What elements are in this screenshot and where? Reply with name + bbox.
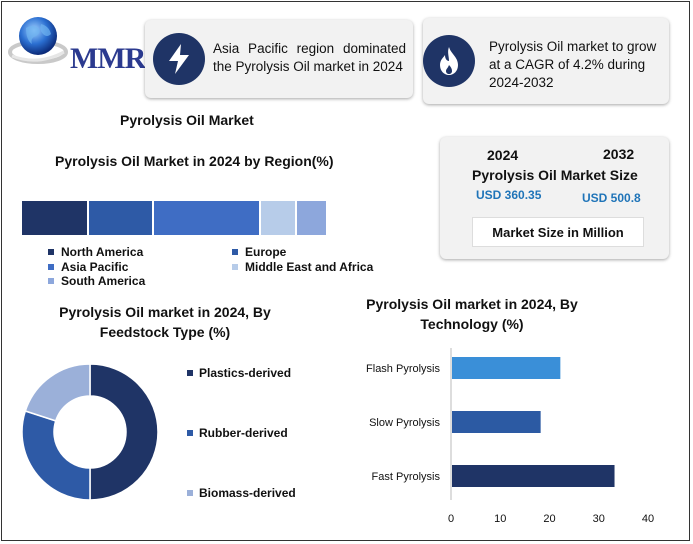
card-cagr-line1: Pyrolysis Oil market to grow xyxy=(489,39,657,54)
technology-bar-chart: Flash Pyrolysis Slow Pyrolysis Fast Pyroly… xyxy=(366,348,654,525)
tech-bar-slow-pyrolysis xyxy=(452,411,541,433)
market-size-card: 2024 2032 Pyrolysis Oil Market Size USD … xyxy=(440,137,669,259)
region-segment-europe xyxy=(89,201,154,235)
legend-swatch xyxy=(48,249,54,255)
x-tick-label: 10 xyxy=(494,513,506,525)
size-year-2032: 2032 xyxy=(603,146,635,162)
highlight-card-region: Asia Pacific region dominated the Pyroly… xyxy=(145,20,413,98)
x-tick-label: 30 xyxy=(593,513,605,525)
feedstock-donut-chart xyxy=(21,363,159,501)
legend-label: Middle East and Africa xyxy=(245,260,374,274)
logo-text: MMR xyxy=(70,42,146,75)
legend-swatch xyxy=(187,430,193,436)
donut-slice-rubber-derived xyxy=(21,410,91,501)
tech-bar-flash-pyrolysis xyxy=(452,357,561,379)
legend-item-asia-pacific: Asia Pacific xyxy=(48,260,128,274)
donut-legend-biomass-derived: Biomass-derived xyxy=(187,486,296,500)
region-segment-south-america xyxy=(297,201,328,235)
legend-item-north-america: North America xyxy=(48,245,143,259)
legend-swatch xyxy=(232,264,238,270)
x-tick-label: 40 xyxy=(642,513,654,525)
main-title: Pyrolysis Oil Market xyxy=(120,112,254,128)
flame-icon xyxy=(423,35,475,87)
card-cagr-line3: 2024-2032 xyxy=(489,75,554,90)
tech-category-label: Fast Pyrolysis xyxy=(372,471,441,483)
tech-category-label: Slow Pyrolysis xyxy=(369,417,440,429)
legend-item-middle-east-and-africa: Middle East and Africa xyxy=(232,260,373,274)
size-title: Pyrolysis Oil Market Size xyxy=(472,167,638,183)
globe-icon xyxy=(8,17,68,64)
tech-category-label: Flash Pyrolysis xyxy=(366,363,440,375)
region-segment-north-america xyxy=(22,201,90,235)
region-stacked-bar xyxy=(22,201,328,235)
size-year-2024: 2024 xyxy=(487,147,519,163)
size-value-2024: USD 360.35 xyxy=(476,188,542,202)
legend-swatch xyxy=(232,249,238,255)
legend-item-europe: Europe xyxy=(232,245,286,259)
donut-legend-plastics-derived: Plastics-derived xyxy=(187,366,291,380)
x-tick-label: 20 xyxy=(543,513,555,525)
technology-chart-title: Pyrolysis Oil market in 2024, By Technol… xyxy=(366,296,578,332)
card-cagr-line2: at a CAGR of 4.2% during xyxy=(489,57,646,72)
mmr-logo: MMR xyxy=(8,12,146,75)
legend-swatch xyxy=(187,490,193,496)
x-tick-label: 0 xyxy=(448,513,454,525)
tech-bar-fast-pyrolysis xyxy=(452,465,615,487)
legend-label: Biomass-derived xyxy=(199,486,296,500)
region-chart-title: Pyrolysis Oil Market in 2024 by Region(%… xyxy=(55,153,334,169)
size-value-2032: USD 500.8 xyxy=(582,191,641,205)
region-segment-asia-pacific xyxy=(153,201,261,235)
size-note: Market Size in Million xyxy=(472,217,644,247)
region-segment-middle-east-and-africa xyxy=(260,201,298,235)
legend-item-south-america: South America xyxy=(48,274,145,288)
legend-label: North America xyxy=(61,245,144,259)
card-region-line2: the Pyrolysis Oil market in 2024 xyxy=(213,59,403,74)
donut-slice-plastics-derived xyxy=(89,363,159,501)
legend-label: Rubber-derived xyxy=(199,426,288,440)
legend-label: Europe xyxy=(245,245,287,259)
donut-legend-rubber-derived: Rubber-derived xyxy=(187,426,288,440)
feedstock-chart-title: Pyrolysis Oil market in 2024, By Feedsto… xyxy=(59,304,271,340)
legend-label: Plastics-derived xyxy=(199,366,292,380)
legend-label: Asia Pacific xyxy=(61,260,129,274)
legend-label: South America xyxy=(61,274,146,288)
donut-slice-biomass-derived xyxy=(24,363,91,422)
legend-swatch xyxy=(187,370,193,376)
card-region-line1: Asia Pacific region dominated xyxy=(213,41,406,56)
legend-swatch xyxy=(48,264,54,270)
highlight-card-cagr: Pyrolysis Oil market to grow at a CAGR o… xyxy=(423,18,669,104)
legend-swatch xyxy=(48,278,54,284)
lightning-icon xyxy=(153,33,205,85)
